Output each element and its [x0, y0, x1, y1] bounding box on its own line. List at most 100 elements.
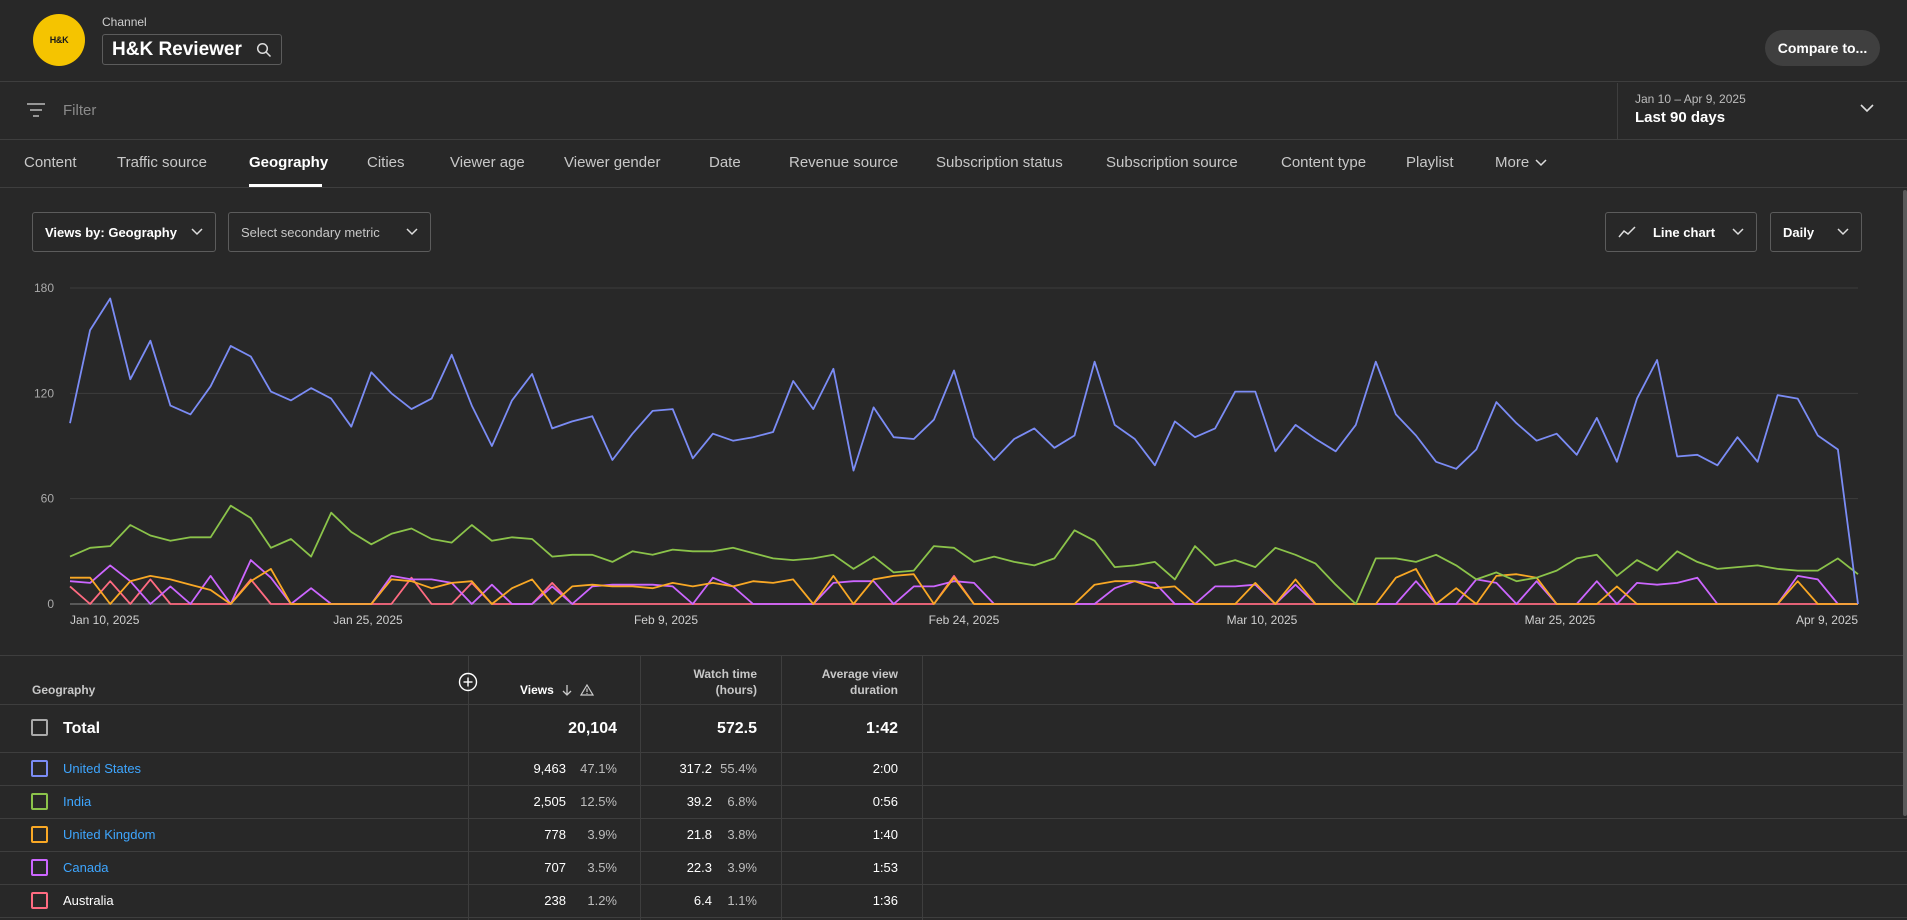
header-avg-view-duration[interactable]: Average view duration: [821, 667, 898, 697]
country-name: Australia: [63, 893, 114, 908]
interval-dropdown[interactable]: Daily: [1770, 212, 1862, 252]
country-name[interactable]: India: [63, 794, 92, 809]
tab-content[interactable]: Content: [24, 154, 77, 171]
secondary-metric-dropdown[interactable]: Select secondary metric: [228, 212, 431, 252]
series-line[interactable]: [69, 559, 1858, 605]
series-line[interactable]: [69, 297, 1859, 605]
avg-duration-value: 1:53: [872, 860, 898, 875]
watch-time-value: 39.2: [686, 794, 712, 809]
watch-time-percent: 55.4%: [720, 761, 757, 776]
x-tick-label: Jan 25, 2025: [333, 613, 403, 627]
series-line[interactable]: [69, 504, 1859, 605]
header-geography: Geography: [32, 683, 96, 697]
chevron-down-icon: [191, 228, 203, 236]
chevron-down-icon: [1535, 158, 1547, 166]
row-divider: [0, 818, 1907, 819]
chevron-down-icon: [1860, 104, 1874, 113]
header-watch-time[interactable]: Watch time (hours): [693, 667, 757, 697]
total-label: Total: [63, 720, 101, 737]
watch-time-value: 22.3: [686, 860, 712, 875]
row-checkbox[interactable]: [31, 892, 48, 909]
total-checkbox[interactable]: [31, 719, 48, 736]
series-line[interactable]: [70, 567, 1858, 605]
header-views: Views: [520, 683, 554, 697]
tab-more-label: More: [1495, 154, 1530, 171]
tab-viewer-gender[interactable]: Viewer gender: [564, 154, 661, 171]
x-tick-label: Mar 10, 2025: [1227, 613, 1298, 627]
views-value: 238: [544, 893, 566, 908]
secondary-metric-label: Select secondary metric: [241, 224, 380, 240]
chevron-down-icon: [1732, 228, 1744, 236]
avg-duration-value: 1:36: [872, 893, 898, 908]
tab-date[interactable]: Date: [709, 154, 741, 171]
chart-type-dropdown[interactable]: Line chart: [1605, 212, 1757, 252]
chevron-down-icon: [406, 228, 418, 236]
tab-geography[interactable]: Geography: [249, 154, 329, 171]
add-column-icon[interactable]: [458, 672, 478, 692]
primary-metric-label: Views by: Geography: [45, 224, 177, 240]
watch-time-percent: 3.8%: [727, 827, 757, 842]
tab-content-type[interactable]: Content type: [1281, 154, 1367, 171]
y-tick-label: 60: [41, 492, 55, 506]
tab-cities[interactable]: Cities: [367, 154, 405, 171]
compare-button[interactable]: Compare to...: [1765, 30, 1880, 66]
total-watch-time: 572.5: [716, 720, 757, 737]
chevron-down-icon: [1837, 228, 1849, 236]
column-divider: [640, 656, 641, 920]
country-name[interactable]: United Kingdom: [63, 827, 156, 842]
date-range-label: Last 90 days: [1635, 109, 1726, 126]
geography-table: Geography Views Watch time (hours) Avera…: [0, 655, 1907, 920]
date-range-selector[interactable]: Jan 10 – Apr 9, 2025 Last 90 days: [1617, 83, 1907, 140]
sort-down-icon[interactable]: [562, 684, 572, 696]
tab-viewer-age[interactable]: Viewer age: [450, 154, 525, 171]
row-divider: [0, 785, 1907, 786]
column-divider: [922, 656, 923, 920]
avg-duration-value: 1:40: [872, 827, 898, 842]
active-tab-indicator: [249, 184, 322, 187]
y-tick-label: 120: [34, 386, 54, 400]
views-percent: 3.9%: [587, 827, 617, 842]
row-checkbox[interactable]: [31, 793, 48, 810]
country-name[interactable]: United States: [63, 761, 142, 776]
avatar-text: H&K: [49, 35, 69, 45]
page-scrollbar[interactable]: [1903, 190, 1907, 816]
primary-metric-dropdown[interactable]: Views by: Geography: [32, 212, 216, 252]
views-value: 9,463: [533, 761, 566, 776]
tab-revenue-source[interactable]: Revenue source: [789, 154, 899, 171]
tab-traffic-source[interactable]: Traffic source: [117, 154, 208, 171]
tab-playlist[interactable]: Playlist: [1406, 154, 1454, 171]
warning-icon[interactable]: [579, 684, 594, 696]
tab-subscription-source[interactable]: Subscription source: [1106, 154, 1238, 171]
tab-more[interactable]: More: [1495, 154, 1547, 171]
country-name[interactable]: Canada: [63, 860, 109, 875]
row-checkbox[interactable]: [31, 859, 48, 876]
total-avg-duration: 1:42: [865, 720, 898, 737]
watch-time-value: 21.8: [686, 827, 712, 842]
row-checkbox[interactable]: [31, 826, 48, 843]
watch-time-percent: 3.9%: [727, 860, 757, 875]
header-views-group[interactable]: Views: [520, 682, 594, 698]
filter-input[interactable]: Filter: [63, 102, 97, 119]
filter-icon[interactable]: [26, 101, 46, 119]
channel-label: Channel: [102, 15, 147, 29]
row-divider: [0, 851, 1907, 852]
date-range-text: Jan 10 – Apr 9, 2025: [1635, 92, 1746, 106]
channel-header: H&K Channel H&K Reviewer Compare to...: [0, 0, 1907, 82]
channel-selector[interactable]: H&K Reviewer: [102, 34, 282, 65]
chart-type-label: Line chart: [1652, 224, 1716, 240]
row-divider: [0, 884, 1907, 885]
x-tick-label: Feb 9, 2025: [634, 613, 698, 627]
row-checkbox[interactable]: [31, 760, 48, 777]
views-percent: 1.2%: [587, 893, 617, 908]
search-icon[interactable]: [256, 42, 272, 58]
avg-duration-value: 2:00: [872, 761, 898, 776]
y-tick-label: 180: [34, 281, 54, 295]
tab-subscription-status[interactable]: Subscription status: [936, 154, 1063, 171]
channel-avatar[interactable]: H&K: [33, 14, 85, 66]
total-views: 20,104: [568, 720, 617, 737]
row-divider: [0, 752, 1907, 753]
row-divider: [0, 704, 1907, 705]
avg-duration-value: 0:56: [872, 794, 898, 809]
watch-time-percent: 6.8%: [727, 794, 757, 809]
column-divider: [781, 656, 782, 920]
